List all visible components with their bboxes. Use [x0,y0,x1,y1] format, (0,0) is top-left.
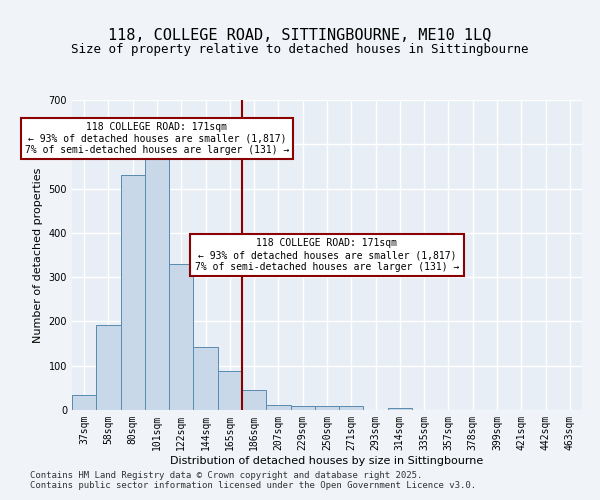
Bar [121,176,145,410]
Bar [242,390,266,410]
X-axis label: Distribution of detached houses by size in Sittingbourne: Distribution of detached houses by size … [170,456,484,466]
Bar [193,347,218,410]
Bar [218,372,242,410]
Bar [339,406,364,410]
Bar [145,156,169,410]
Text: Contains HM Land Registry data © Crown copyright and database right 2025.
Contai: Contains HM Land Registry data © Crown c… [30,470,476,490]
Text: Size of property relative to detached houses in Sittingbourne: Size of property relative to detached ho… [71,42,529,56]
Bar [266,405,290,410]
Bar [290,406,315,410]
Bar [315,406,339,410]
Text: 118 COLLEGE ROAD: 171sqm
← 93% of detached houses are smaller (1,817)
7% of semi: 118 COLLEGE ROAD: 171sqm ← 93% of detach… [195,238,459,272]
Bar [72,394,96,410]
Bar [96,324,121,410]
Bar [169,264,193,410]
Text: 118, COLLEGE ROAD, SITTINGBOURNE, ME10 1LQ: 118, COLLEGE ROAD, SITTINGBOURNE, ME10 1… [109,28,491,42]
Y-axis label: Number of detached properties: Number of detached properties [33,168,43,342]
Bar [388,408,412,410]
Text: 118 COLLEGE ROAD: 171sqm
← 93% of detached houses are smaller (1,817)
7% of semi: 118 COLLEGE ROAD: 171sqm ← 93% of detach… [25,122,289,156]
